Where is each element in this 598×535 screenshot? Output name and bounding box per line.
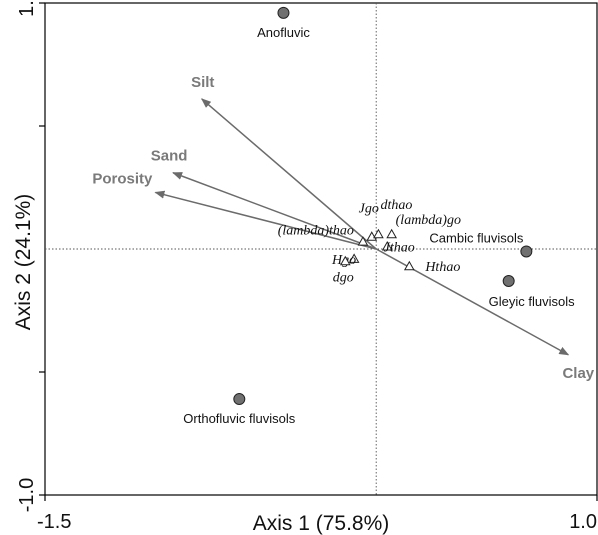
vector-label-clay: Clay [562, 365, 594, 382]
x-tick-label: -1.5 [37, 511, 71, 533]
x-axis-title: Axis 1 (75.8%) [253, 512, 390, 535]
species-points: (lambda)thaoJgodthao(lambda)goHgodgoJtha… [278, 198, 461, 285]
species-label: Hthao [424, 260, 460, 275]
site-marker [233, 393, 246, 406]
vector-label-silt: Silt [191, 74, 214, 91]
species-marker [339, 255, 351, 266]
site-marker [520, 245, 533, 258]
site-points: Anofluvic Cambic fluvisols Gleyic fluvisol… [183, 6, 575, 426]
y-axis-ticks: 1.0 -1.0 [16, 0, 45, 512]
species-marker [348, 253, 360, 263]
species-marker [373, 228, 384, 239]
species-label: (lambda)go [396, 213, 461, 228]
y-tick-label: 1.0 [16, 0, 38, 17]
site-label: Cambic fluvisols [429, 230, 523, 245]
species-label: (lambda)thao [278, 224, 354, 239]
site-label: Gleyic fluvisols [489, 294, 575, 309]
species-marker [357, 236, 369, 246]
site-marker [502, 274, 515, 287]
y-axis-title: Axis 2 (24.1%) [12, 194, 35, 331]
species-marker [386, 228, 398, 239]
vector-label-sand: Sand [151, 148, 188, 165]
species-label: Jthao [384, 241, 415, 256]
y-tick-label: -1.0 [16, 478, 38, 512]
vector-sand [172, 172, 377, 250]
x-tick-label: 1.0 [569, 511, 597, 533]
vector-label-porosity: Porosity [92, 170, 153, 187]
species-label: dthao [380, 198, 412, 213]
vector-silt [201, 98, 377, 250]
species-marker [381, 241, 393, 251]
species-marker [403, 260, 415, 271]
species-label: dgo [333, 270, 354, 285]
site-label: Anofluvic [257, 25, 310, 40]
site-marker [277, 6, 290, 19]
environmental-vectors: Silt Sand Porosity Clay [92, 74, 594, 382]
vector-porosity [154, 190, 377, 250]
species-label: Jgo [359, 202, 379, 217]
site-label: Orthofluvic fluvisols [183, 411, 295, 426]
x-axis-ticks: -1.5 1.0 [37, 495, 598, 533]
